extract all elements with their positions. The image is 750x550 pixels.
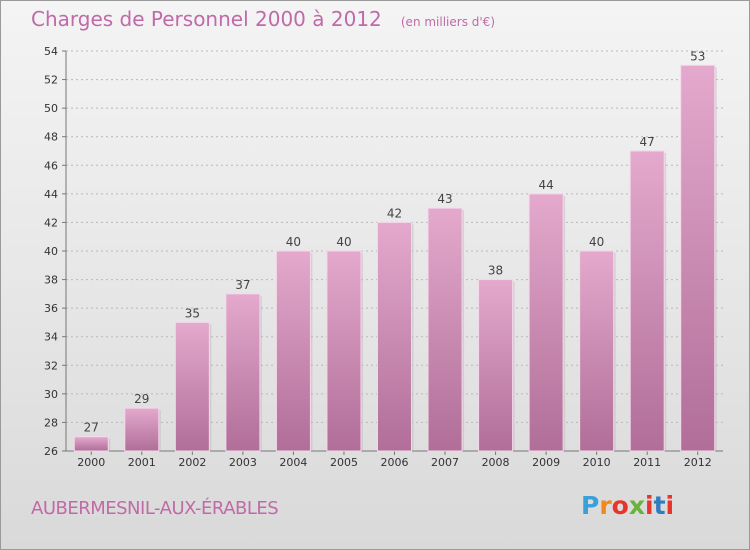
label-layer: 27 29 35 37 40 40 42 43 38 44 40 47 53 <box>84 49 706 434</box>
logo-letter: o <box>611 491 629 520</box>
bar-2009 <box>528 193 564 452</box>
y-tick-label: 54 <box>44 45 58 58</box>
value-label: 35 <box>185 306 200 320</box>
value-label: 38 <box>488 264 503 278</box>
x-tick-label: 2000 <box>77 456 105 469</box>
logo-letter: x <box>628 491 645 520</box>
y-tick-label: 38 <box>44 274 58 287</box>
x-tick-label: 2007 <box>431 456 459 469</box>
y-tick-label: 34 <box>44 331 58 344</box>
bar-2003 <box>225 293 261 452</box>
y-tick-label: 42 <box>44 216 58 229</box>
y-tick-label: 36 <box>44 302 58 315</box>
x-tick-label: 2003 <box>229 456 257 469</box>
x-tick-label: 2002 <box>178 456 206 469</box>
bar-2010 <box>579 250 615 452</box>
x-tick-label: 2011 <box>633 456 661 469</box>
y-tick-label: 48 <box>44 131 58 144</box>
bar-2007 <box>427 207 463 452</box>
axis-layer: 26 28 30 32 34 36 38 40 42 44 46 48 50 52 54 2000 2001 20… <box>44 45 723 469</box>
value-label: 53 <box>690 49 705 63</box>
y-tick-label: 30 <box>44 388 58 401</box>
y-tick-label: 26 <box>44 445 58 458</box>
value-label: 44 <box>538 178 553 192</box>
bar-2008 <box>478 279 514 452</box>
title-row: Charges de Personnel 2000 à 2012 (en mil… <box>31 7 495 37</box>
bar-2004 <box>275 250 311 452</box>
x-tick-label: 2005 <box>330 456 358 469</box>
y-tick-label: 46 <box>44 159 58 172</box>
bar-2005 <box>326 250 362 452</box>
value-label: 29 <box>134 392 149 406</box>
x-tick-label: 2012 <box>684 456 712 469</box>
y-tick-label: 32 <box>44 359 58 372</box>
bar-2012 <box>680 64 716 452</box>
value-label: 40 <box>589 235 604 249</box>
value-label: 40 <box>286 235 301 249</box>
y-tick-label: 44 <box>44 188 58 201</box>
bar-2002 <box>174 321 210 452</box>
logo-letter: P <box>581 491 600 520</box>
value-label: 47 <box>640 135 655 149</box>
x-tick-label: 2001 <box>128 456 156 469</box>
value-label: 40 <box>336 235 351 249</box>
logo-letter: i <box>665 491 675 520</box>
y-tick-label: 52 <box>44 74 58 87</box>
bar-2011 <box>629 150 665 452</box>
logo-letter: t <box>653 491 666 520</box>
chart-title: Charges de Personnel 2000 à 2012 <box>31 7 382 31</box>
x-tick-label: 2008 <box>482 456 510 469</box>
x-tick-label: 2004 <box>279 456 307 469</box>
logo-letter: i <box>645 491 654 520</box>
x-tick-label: 2010 <box>583 456 611 469</box>
y-tick-label: 28 <box>44 416 58 429</box>
commune-name: AUBERMESNIL-AUX-ÉRABLES <box>31 498 279 519</box>
proxiti-logo[interactable]: Proxiti <box>581 491 674 520</box>
y-tick-label: 40 <box>44 245 58 258</box>
logo-letter: r <box>599 491 612 520</box>
y-tick-label: 50 <box>44 102 58 115</box>
chart-subtitle: (en milliers d'€) <box>400 15 495 29</box>
value-label: 37 <box>235 278 250 292</box>
value-label: 43 <box>437 192 452 206</box>
value-label: 42 <box>387 206 402 220</box>
x-tick-label: 2009 <box>532 456 560 469</box>
value-label: 27 <box>84 421 99 435</box>
bar-2001 <box>124 407 160 452</box>
bar-2000 <box>73 436 109 452</box>
x-tick-label: 2006 <box>381 456 409 469</box>
bar-2006 <box>377 221 412 452</box>
bar-layer <box>73 64 717 452</box>
